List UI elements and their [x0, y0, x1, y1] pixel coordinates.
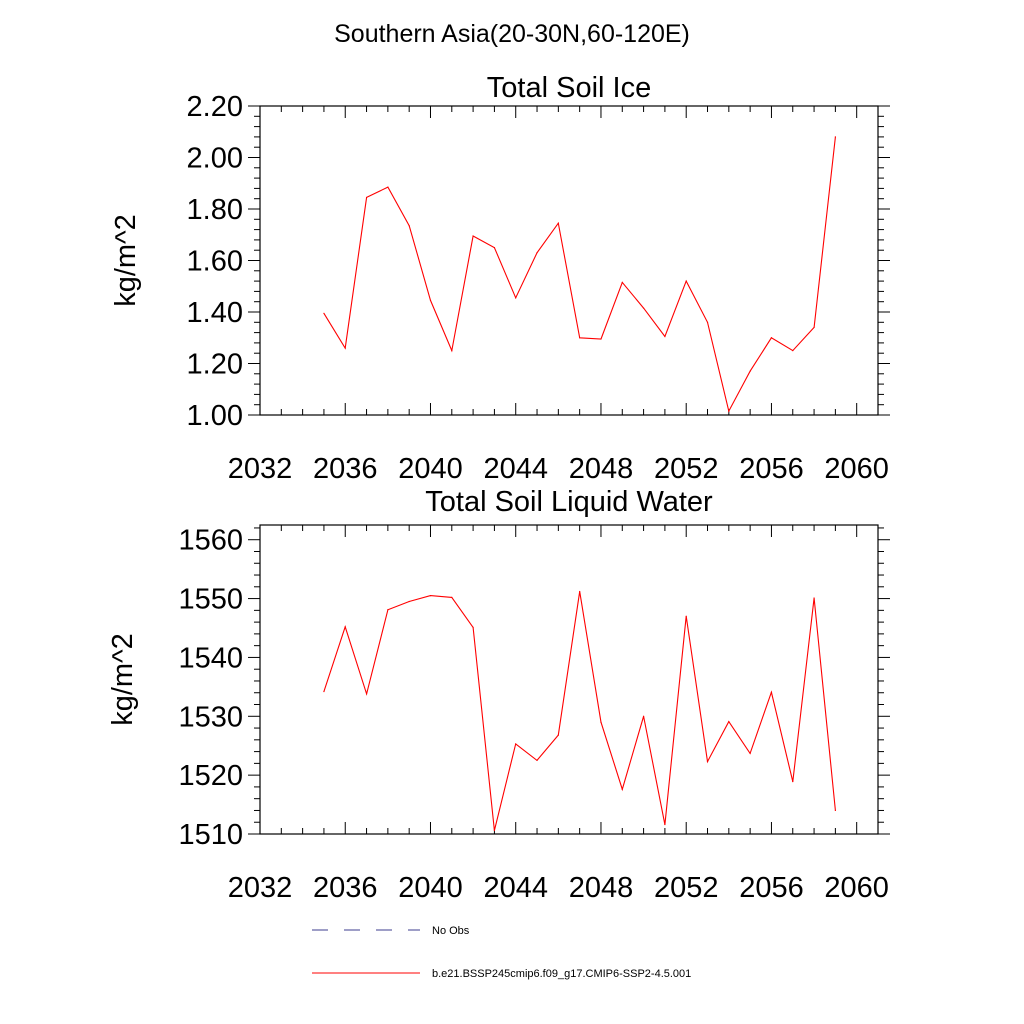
chart1-data-point-2056 — [770, 337, 773, 339]
chart2-data-point-2048 — [600, 721, 602, 723]
chart1-data-point-2039 — [408, 225, 410, 227]
chart1-data-point-2041 — [451, 350, 453, 352]
chart1-data-point-2057 — [792, 350, 794, 352]
chart1-data-point-2059 — [834, 136, 836, 138]
panel-total-soil-liquid-water: Total Soil Liquid Water 2032 2036 2040 2044 2… — [107, 486, 890, 904]
chart1-data-point-2050 — [642, 307, 645, 309]
figure-title: Southern Asia(20-30N,60-120E) — [334, 20, 690, 48]
legend: No Obs b.e21.BSSP245cmip6.f09_g17.CMIP6-… — [312, 925, 691, 980]
chart1-data-point-2040 — [429, 299, 432, 302]
panel-total-soil-ice: Total Soil Ice 2032 2036 2040 2044 2048 2052 20… — [110, 72, 890, 485]
chart2-x-tick-label-2032: 2032 — [228, 872, 293, 904]
chart2-data-point-2053 — [706, 761, 709, 763]
chart1-y-tick-label-2-00: 2.00 — [187, 143, 243, 175]
chart1-y-tick-label-1-00: 1.00 — [187, 400, 243, 432]
chart1-data-point-2035 — [323, 312, 325, 314]
chart1-x-tick-label-2048: 2048 — [569, 453, 634, 485]
chart2-data-point-2041 — [451, 596, 453, 598]
chart1-x-tick-label-2032: 2032 — [228, 453, 293, 485]
chart1-data-point-2048 — [600, 338, 602, 340]
chart2-data-point-2045 — [536, 759, 538, 762]
chart2-data-point-2047 — [579, 590, 581, 593]
chart2-y-tick-label-1530: 1530 — [178, 701, 243, 733]
chart1-x-tick-label-2044: 2044 — [483, 453, 548, 485]
chart1-y-tick-label-2-20: 2.20 — [187, 91, 243, 123]
chart1-y-axis-label: kg/m^2 — [110, 214, 142, 307]
chart1-x-tick-label-2040: 2040 — [398, 453, 463, 485]
chart2-x-tick-label-2060: 2060 — [824, 872, 889, 904]
chart2-x-tick-label-2044: 2044 — [483, 872, 548, 904]
chart2-data-point-2057 — [792, 781, 794, 783]
chart2-data-point-2054 — [728, 720, 730, 723]
chart2-x-tick-label-2036: 2036 — [313, 872, 378, 904]
chart2-y-tick-label-1520: 1520 — [178, 760, 243, 792]
chart1-data-point-2036 — [344, 347, 346, 349]
chart2-data-point-2039 — [408, 600, 410, 603]
chart1-x-tick-label-2056: 2056 — [739, 453, 804, 485]
chart1-data-point-2046 — [557, 222, 559, 224]
chart2-data-point-2058 — [813, 597, 815, 599]
chart1-x-tick-label-2060: 2060 — [824, 453, 889, 485]
chart2-data-point-2059 — [834, 809, 836, 812]
chart2-data-point-2046 — [557, 734, 559, 736]
chart2-title: Total Soil Liquid Water — [425, 486, 713, 518]
chart2-x-tick-label-2052: 2052 — [654, 872, 719, 904]
chart2-data-point-2038 — [387, 609, 389, 611]
chart1-x-tick-label-2036: 2036 — [313, 453, 378, 485]
chart1-data-point-2042 — [472, 235, 474, 237]
chart1-y-tick-label-1-40: 1.40 — [187, 297, 243, 329]
chart2-plot-frame — [259, 524, 879, 835]
chart1-data-point-2038 — [387, 186, 389, 188]
chart1-x-tick-label-2052: 2052 — [654, 453, 719, 485]
chart1-title: Total Soil Ice — [487, 72, 651, 104]
chart2-data-point-2051 — [664, 823, 666, 826]
chart1-y-tick-label-1-20: 1.20 — [187, 349, 243, 381]
chart1-data-point-2047 — [579, 337, 581, 339]
chart1-y-tick-label-1-60: 1.60 — [187, 246, 243, 278]
chart1-data-point-2055 — [749, 370, 751, 372]
chart2-data-point-2050 — [642, 715, 645, 717]
chart2-data-point-2042 — [472, 626, 474, 629]
legend-label-model: b.e21.BSSP245cmip6.f09_g17.CMIP6-SSP2-4.… — [432, 968, 691, 980]
chart2-x-tick-label-2048: 2048 — [569, 872, 634, 904]
chart2-data-point-2056 — [770, 691, 773, 693]
chart2-data-point-2044 — [515, 743, 517, 745]
chart2-y-tick-label-1540: 1540 — [178, 642, 243, 674]
legend-label-no-obs: No Obs — [432, 925, 470, 937]
chart2-x-tick-label-2056: 2056 — [739, 872, 804, 904]
chart2-y-tick-label-1560: 1560 — [178, 525, 243, 557]
chart1-data-point-2049 — [621, 281, 623, 283]
chart1-series-line-1 — [323, 136, 836, 413]
chart1-data-point-2045 — [536, 252, 538, 254]
chart1-y-tick-label-1-80: 1.80 — [187, 194, 243, 226]
chart1-data-point-2054 — [728, 410, 730, 412]
chart1-data-point-2058 — [813, 326, 815, 329]
chart2-data-point-2035 — [323, 690, 325, 693]
chart2-data-point-2052 — [685, 615, 687, 617]
chart1-plot-frame — [259, 105, 879, 416]
chart1-data-point-2037 — [365, 196, 368, 199]
chart2-data-point-2037 — [365, 693, 368, 695]
chart2-series-line-1 — [323, 591, 836, 831]
chart2-data-point-2040 — [429, 595, 432, 597]
chart2-data-point-2049 — [621, 788, 623, 790]
chart1-data-point-2051 — [664, 335, 666, 338]
chart2-data-point-2055 — [749, 752, 751, 754]
chart2-data-point-2036 — [344, 626, 346, 628]
chart1-data-point-2044 — [515, 297, 517, 299]
chart1-data-point-2053 — [706, 321, 709, 323]
chart1-data-point-2052 — [685, 280, 687, 282]
chart2-y-axis-label: kg/m^2 — [107, 633, 139, 726]
chart2-y-tick-label-1550: 1550 — [178, 584, 243, 616]
chart2-data-point-2043 — [493, 829, 496, 832]
chart1-data-point-2043 — [493, 247, 496, 249]
chart2-y-tick-label-1510: 1510 — [178, 819, 243, 851]
chart2-x-tick-label-2040: 2040 — [398, 872, 463, 904]
